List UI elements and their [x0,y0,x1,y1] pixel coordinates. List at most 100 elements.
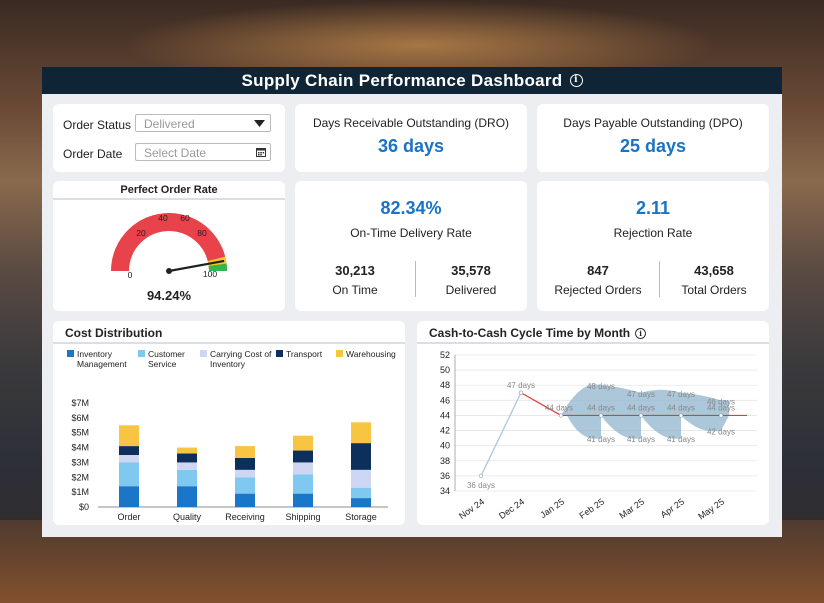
rejection-label: Rejection Rate [613,226,693,240]
legend-label: Customer Service [148,349,185,369]
bar-segment [177,453,197,463]
x-tick-label: May 25 [696,496,726,521]
y-tick-label: 46 [440,395,450,405]
info-icon[interactable]: i [635,328,647,339]
order-date-input[interactable]: Select Date [135,143,271,161]
data-point [478,473,484,478]
gauge-hub [166,268,172,274]
data-label: 36 days [467,481,495,490]
order-status-value: Delivered [144,117,195,131]
x-tick-label: Dec 24 [497,496,526,521]
data-point [718,413,724,418]
gauge-arc-red [111,213,227,271]
bar-segment [235,477,255,494]
bar-segment [235,457,255,470]
data-label: 44 days [627,403,655,412]
legend-warehousing: Warehousing [336,349,396,359]
chevron-down-icon [254,120,265,127]
y-tick-label: $5M [71,428,89,438]
order-status-select[interactable]: Delivered [135,114,271,132]
bar-segment [293,450,313,463]
cost-distribution-title: Cost Distribution [65,326,163,340]
cost-distribution-card: Cost Distribution Inventory Management C… [53,321,405,525]
x-tick-label: Feb 25 [577,496,606,520]
perfect-order-gauge: 0 20 40 60 80 100 [111,213,227,280]
data-point [518,390,524,395]
bar-segment [351,443,371,470]
forecast-band [561,384,729,439]
y-tick-label: $3M [71,457,89,467]
perfect-order-title: Perfect Order Rate [120,184,218,196]
legend-inventory-management: Inventory Management [67,349,141,369]
stat-divider [659,261,660,297]
bar-segment [235,493,255,507]
legend-swatch [336,350,343,357]
y-tick-label: 44 [440,410,450,420]
y-tick-label: $2M [71,472,89,482]
gauge-tick-60: 60 [180,213,190,223]
y-tick-label: 42 [440,426,450,436]
total-orders-count: 43,658 [694,263,734,278]
bar-segment [119,446,139,455]
data-label: 44 days [667,403,695,412]
bar-segment [177,462,197,470]
info-icon[interactable]: i [569,74,583,87]
x-tick-label: Mar 25 [617,496,646,520]
y-tick-label: 40 [440,441,450,451]
cost-distribution-chart: $0 $1M $2M $3M $4M $5M $6M $7M Order Picking Quali… [71,398,388,525]
cash-cycle-chart: 34 36 38 40 42 44 46 48 50 52 36 days 47 days 44 day… [440,350,757,522]
y-tick-label: 38 [440,456,450,466]
x-tick-label: Jan 25 [538,496,566,520]
bar-segment [293,474,313,494]
bar-segment [293,462,313,475]
legend-label: Carrying Cost of Inventory [210,349,272,369]
y-tick-label: 52 [440,350,450,360]
legend-swatch [276,350,283,357]
bar-segment [235,469,255,478]
data-label: 47 days [507,381,535,390]
filters-card: Order Status Delivered Order Date Select… [53,104,285,172]
gauge-tick-100: 100 [203,269,217,279]
bar-segment [177,447,197,454]
x-tick-label: Order [117,512,140,522]
data-label: 44 days [545,403,573,412]
band-lower-label: 41 days [667,435,695,444]
data-point [598,413,604,418]
y-tick-label: 36 [440,471,450,481]
title-divider [417,342,769,344]
gauge-tick-80: 80 [197,228,207,238]
legend-swatch [67,350,74,357]
x-tick-label: Control [172,524,201,525]
y-tick-label: $1M [71,487,89,497]
y-tick-label: $7M [71,398,89,408]
perfect-order-value: 94.24% [146,288,192,303]
bar-segment [293,493,313,507]
x-tick-label: Quality [173,512,202,522]
legend-label: Warehousing [346,349,396,359]
data-point [678,413,684,418]
rejected-orders-count: 847 [587,263,609,278]
legend-label: Transport [286,349,323,359]
dashboard-panel: Supply Chain Performance Dashboard i Ord… [42,67,782,537]
band-upper-label: 46 days [707,397,735,406]
on-time-label: On-Time Delivery Rate [350,226,472,240]
band-upper-label: 48 days [587,382,615,391]
gauge-needle [168,259,225,273]
dpo-label: Days Payable Outstanding (DPO) [563,116,743,130]
bar-segment [119,486,139,507]
bar-segment [177,486,197,507]
data-point [638,413,644,418]
total-orders-label: Total Orders [681,283,747,297]
legend-transport: Transport [276,349,322,359]
legend-swatch [200,350,207,357]
bar-segment [119,455,139,463]
order-date-label: Order Date [63,147,123,161]
page-title: Supply Chain Performance Dashboard [241,70,563,90]
rejection-value: 2.11 [635,198,671,218]
dro-label: Days Receivable Outstanding (DRO) [312,116,510,130]
legend-carrying-cost: Carrying Cost of Inventory [200,349,274,369]
legend-label: Inventory Management [77,349,127,369]
cash-cycle-card: Cash-to-Cash Cycle Time by Month i 34 36 38… [417,321,769,525]
y-tick-label: $4M [71,443,89,453]
on-time-card: 82.34% On-Time Delivery Rate 30,213 On T… [295,181,527,311]
